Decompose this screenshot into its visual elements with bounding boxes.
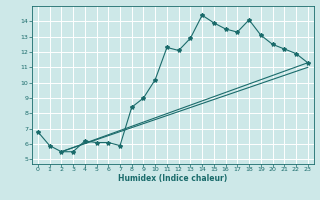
X-axis label: Humidex (Indice chaleur): Humidex (Indice chaleur) [118,174,228,183]
